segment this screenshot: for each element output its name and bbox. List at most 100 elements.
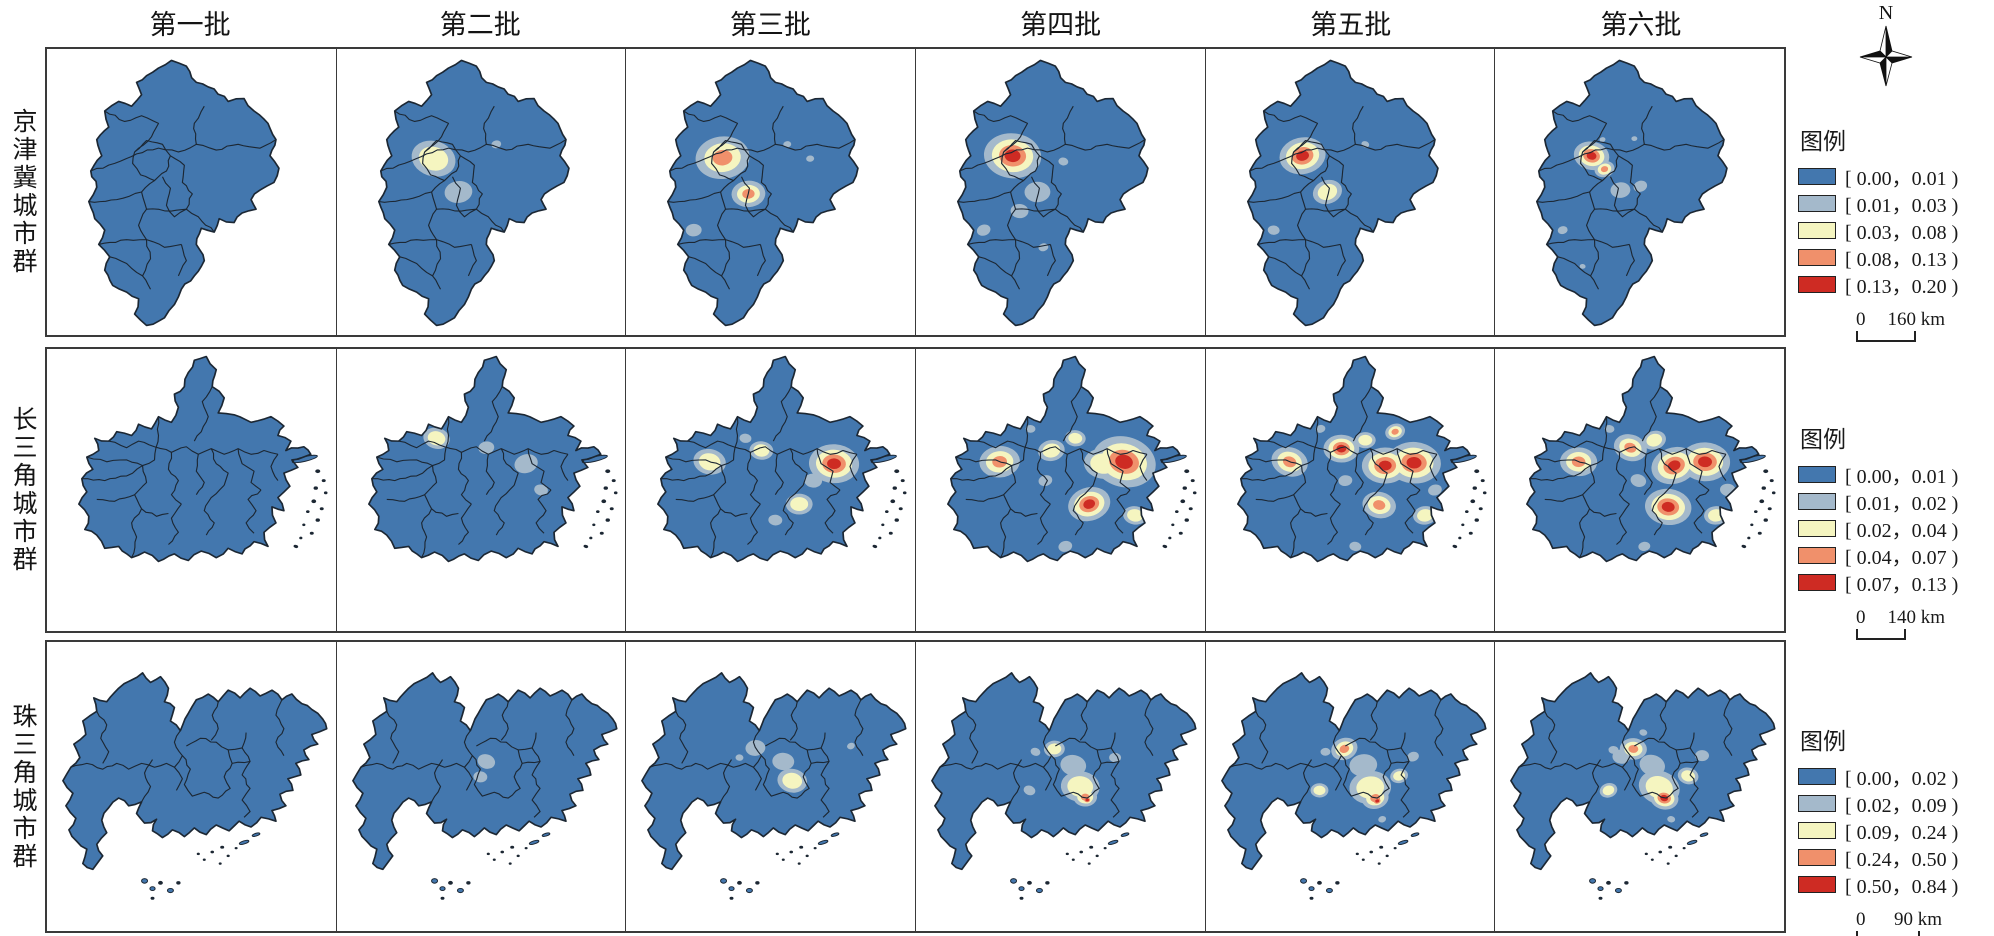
- legend-range-label: [ 0.07，0.13 ): [1845, 574, 1959, 596]
- north-arrow-icon: N: [1859, 2, 1913, 87]
- legend-entry: [ 0.03，0.08 ): [1798, 217, 1994, 244]
- legend-entry: [ 0.00，0.01 ): [1798, 163, 1994, 190]
- legend-entry: [ 0.04，0.07 ): [1798, 542, 1994, 569]
- legend-swatch: [1798, 466, 1836, 483]
- map-panel: [625, 349, 915, 631]
- scale-start-label: 0: [1856, 607, 1866, 628]
- map-panel: [915, 349, 1205, 631]
- map-row-zhusanjiao: [45, 640, 1786, 933]
- legend-zhusanjiao: 图例 [ 0.00，0.02 ) [ 0.02，0.09 ) [ 0.09，0.24…: [1798, 722, 1994, 936]
- map-panel: [1204, 49, 1495, 335]
- legend-range-label: [ 0.08，0.13 ): [1845, 249, 1959, 271]
- map-panel: [1494, 349, 1784, 631]
- legend-entry: [ 0.24，0.50 ): [1798, 844, 1994, 871]
- legend-entry: [ 0.02，0.04 ): [1798, 515, 1994, 542]
- legend-changsanjiao: 图例 [ 0.00，0.01 ) [ 0.01，0.02 ) [ 0.02，0.04…: [1798, 420, 1994, 640]
- legend-swatch: [1798, 768, 1836, 785]
- column-headers: 第一批 第二批 第三批 第四批 第五批 第六批: [45, 6, 1786, 46]
- map-panel: [335, 642, 626, 931]
- legend-range-label: [ 0.00，0.01 ): [1845, 466, 1959, 488]
- legend-range-label: [ 0.03，0.08 ): [1845, 222, 1959, 244]
- kernel-density-map: [1236, 355, 1487, 563]
- scale-bar-line: [1856, 629, 1906, 640]
- sidebar: N 图例 [ 0.00，0.01 ) [ 0.01，0.03 ) [ 0.03，0.…: [1788, 0, 1994, 936]
- column-header: 第三批: [729, 10, 811, 40]
- legend-swatch: [1798, 493, 1836, 510]
- kernel-density-map: [367, 355, 618, 563]
- map-panel: [47, 642, 336, 931]
- map-panel: [1204, 349, 1495, 631]
- kernel-density-map: [956, 59, 1149, 327]
- legend-title: 图例: [1800, 729, 1846, 754]
- legend-swatch: [1798, 168, 1836, 185]
- legend-range-label: [ 0.01，0.03 ): [1845, 195, 1959, 217]
- kernel-density-map: [1510, 672, 1776, 900]
- row-label-zhusanjiao: 珠三角城市群: [9, 702, 36, 871]
- map-panel: [915, 642, 1205, 931]
- kernel-density-map: [351, 672, 618, 900]
- row-label-jingjinji: 京津冀城市群: [9, 108, 36, 276]
- legend-entry: [ 0.02，0.09 ): [1798, 790, 1994, 817]
- legend-swatch: [1798, 276, 1836, 293]
- legend-entry: [ 0.13，0.20 ): [1798, 271, 1994, 298]
- legend-entry: [ 0.08，0.13 ): [1798, 244, 1994, 271]
- map-row-changsanjiao: [45, 347, 1786, 633]
- map-panel: [335, 49, 626, 335]
- kernel-density-map: [657, 355, 907, 563]
- map-panel: [47, 349, 336, 631]
- legend-range-label: [ 0.01，0.02 ): [1845, 493, 1959, 515]
- legend-entry: [ 0.00，0.01 ): [1798, 461, 1994, 488]
- legend-title: 图例: [1800, 427, 1846, 452]
- legend-entry: [ 0.01，0.02 ): [1798, 488, 1994, 515]
- legend-range-label: [ 0.50，0.84 ): [1845, 876, 1959, 898]
- legend-range-label: [ 0.02，0.09 ): [1845, 795, 1959, 817]
- scale-end-label: 140 km: [1887, 607, 1946, 628]
- kernel-density-map: [641, 672, 907, 900]
- scale-bar-line: [1856, 931, 1920, 936]
- legend-entry: [ 0.01，0.03 ): [1798, 190, 1994, 217]
- scale-end-label: 90 km: [1893, 909, 1942, 930]
- legend-range-label: [ 0.02，0.04 ): [1845, 520, 1959, 542]
- kernel-density-map: [1220, 672, 1487, 900]
- legend-entry: [ 0.07，0.13 ): [1798, 569, 1994, 596]
- legend-swatch: [1798, 822, 1836, 839]
- legend-entry: [ 0.00，0.02 ): [1798, 763, 1994, 790]
- map-panel: [625, 49, 915, 335]
- legend-entries: [ 0.00，0.02 ) [ 0.02，0.09 ) [ 0.09，0.24 ) […: [1798, 763, 1994, 898]
- legend-swatch: [1798, 222, 1836, 239]
- scale-bar: 0 160 km: [1856, 309, 1945, 342]
- column-header: 第四批: [1020, 10, 1102, 40]
- scale-bar: 0 90 km: [1856, 909, 1942, 936]
- scale-start-label: 0: [1856, 909, 1866, 930]
- legend-swatch: [1798, 547, 1836, 564]
- map-panel: [335, 349, 626, 631]
- legend-range-label: [ 0.00，0.01 ): [1845, 168, 1959, 190]
- map-row-jingjinji: [45, 47, 1786, 337]
- kernel-density-map: [78, 355, 328, 563]
- legend-swatch: [1798, 195, 1836, 212]
- legend-entries: [ 0.00，0.01 ) [ 0.01，0.03 ) [ 0.03，0.08 ) […: [1798, 163, 1994, 298]
- legend-swatch: [1798, 249, 1836, 266]
- kernel-density-map: [1526, 355, 1776, 563]
- row-label-changsanjiao: 长三角城市群: [9, 406, 36, 574]
- legend-swatch: [1798, 795, 1836, 812]
- kernel-density-map: [931, 672, 1197, 900]
- map-panel: [1494, 642, 1784, 931]
- map-panel: [47, 49, 336, 335]
- legend-title: 图例: [1800, 129, 1846, 154]
- legend-range-label: [ 0.00，0.02 ): [1845, 768, 1959, 790]
- kernel-density-map: [1246, 59, 1439, 327]
- scale-end-label: 160 km: [1887, 309, 1946, 330]
- legend-range-label: [ 0.24，0.50 ): [1845, 849, 1959, 871]
- column-header: 第五批: [1310, 10, 1392, 40]
- legend-entry: [ 0.09，0.24 ): [1798, 817, 1994, 844]
- kernel-density-map: [377, 59, 570, 327]
- legend-entry: [ 0.50，0.84 ): [1798, 871, 1994, 898]
- legend-swatch: [1798, 849, 1836, 866]
- scale-start-label: 0: [1856, 309, 1866, 330]
- legend-range-label: [ 0.09，0.24 ): [1845, 822, 1959, 844]
- scale-bar-line: [1856, 331, 1916, 342]
- kernel-density-map: [62, 672, 328, 900]
- legend-swatch: [1798, 574, 1836, 591]
- legend-range-label: [ 0.13，0.20 ): [1845, 276, 1959, 298]
